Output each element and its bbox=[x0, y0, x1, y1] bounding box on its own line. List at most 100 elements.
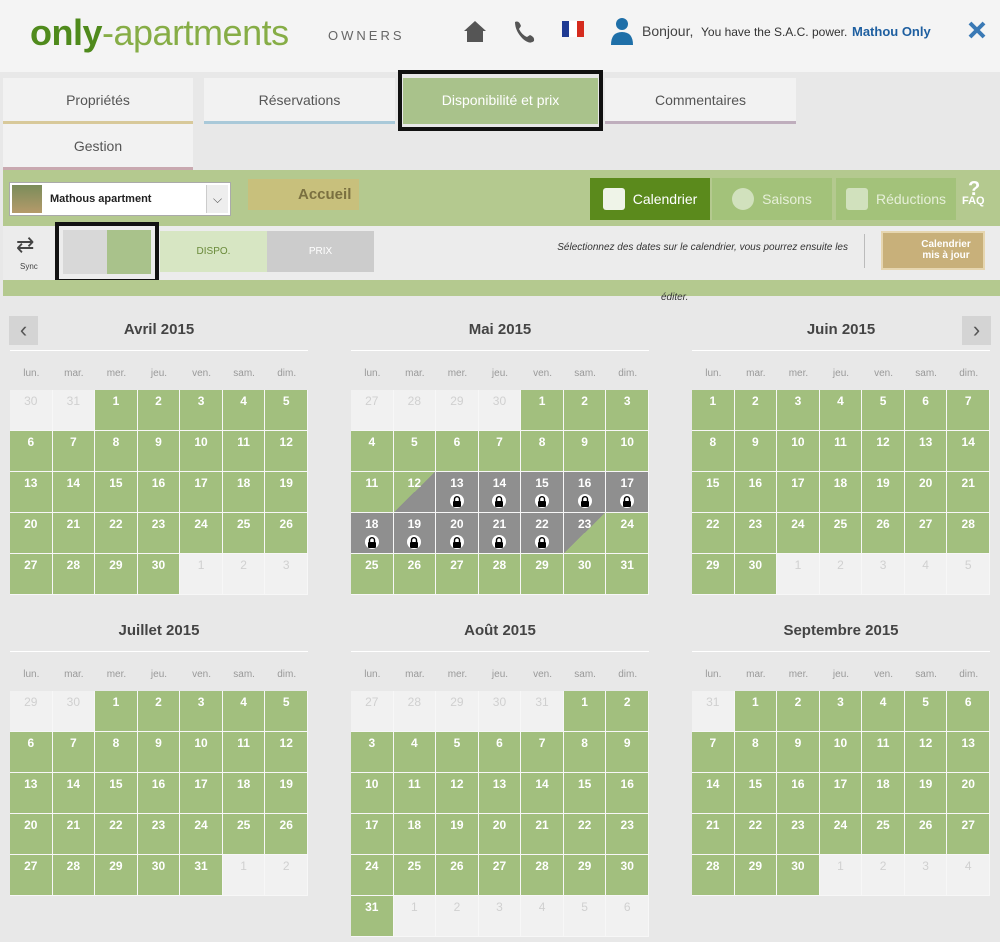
day-cell[interactable]: 16 bbox=[137, 773, 181, 814]
day-cell[interactable]: 1 bbox=[734, 691, 778, 732]
flag-icon[interactable] bbox=[562, 21, 584, 37]
day-cell[interactable]: 19 bbox=[436, 814, 479, 855]
home-button[interactable]: Accueil bbox=[248, 179, 359, 210]
view-list[interactable] bbox=[63, 230, 107, 274]
day-cell[interactable]: 19 bbox=[862, 472, 905, 513]
day-cell[interactable]: 9 bbox=[734, 431, 778, 472]
day-cell[interactable]: 7 bbox=[521, 732, 564, 773]
faq-mark[interactable]: ? bbox=[968, 178, 981, 200]
day-cell[interactable]: 20 bbox=[904, 472, 948, 513]
day-cell[interactable]: 20 bbox=[947, 773, 990, 814]
day-cell[interactable]: 4 bbox=[393, 732, 437, 773]
day-cell[interactable]: 2 bbox=[563, 390, 607, 431]
day-cell[interactable]: 29 bbox=[734, 855, 778, 896]
day-cell[interactable]: 25 bbox=[862, 814, 905, 855]
day-cell[interactable]: 16 bbox=[137, 472, 181, 513]
home-icon[interactable] bbox=[462, 18, 488, 44]
day-cell[interactable]: 6 bbox=[10, 431, 53, 472]
day-cell[interactable]: 11 bbox=[222, 431, 266, 472]
day-cell[interactable]: 31 bbox=[180, 855, 223, 896]
day-cell[interactable]: 6 bbox=[904, 390, 948, 431]
day-cell[interactable]: 9 bbox=[563, 431, 607, 472]
day-cell[interactable]: 9 bbox=[777, 732, 820, 773]
toolbar-button[interactable]: Calendrier bbox=[590, 178, 710, 220]
day-cell[interactable]: 6 bbox=[10, 732, 53, 773]
day-cell[interactable]: 20 bbox=[478, 814, 522, 855]
day-cell[interactable]: 25 bbox=[819, 513, 863, 554]
day-cell[interactable]: 1 bbox=[692, 390, 735, 431]
day-cell[interactable]: 17 bbox=[180, 472, 223, 513]
day-cell[interactable]: 9 bbox=[137, 732, 181, 773]
update-button[interactable]: Calendrier mis à jour bbox=[881, 231, 985, 270]
day-cell[interactable]: 12 bbox=[265, 431, 308, 472]
day-cell[interactable]: 16 bbox=[606, 773, 649, 814]
day-cell[interactable]: 5 bbox=[904, 691, 948, 732]
day-cell[interactable]: 20 bbox=[10, 513, 53, 554]
day-cell[interactable]: 20 bbox=[436, 513, 479, 554]
day-cell[interactable]: 27 bbox=[478, 855, 522, 896]
day-cell[interactable]: 13 bbox=[10, 773, 53, 814]
day-cell[interactable]: 19 bbox=[265, 472, 308, 513]
property-select[interactable]: Mathous apartment ⌵ bbox=[9, 182, 231, 216]
day-cell[interactable]: 27 bbox=[10, 855, 53, 896]
day-cell[interactable]: 3 bbox=[180, 691, 223, 732]
day-cell[interactable]: 7 bbox=[478, 431, 522, 472]
tab[interactable]: Disponibilité et prix bbox=[403, 78, 598, 124]
day-cell[interactable]: 18 bbox=[222, 773, 266, 814]
day-cell[interactable]: 26 bbox=[436, 855, 479, 896]
day-cell[interactable]: 1 bbox=[521, 390, 564, 431]
day-cell[interactable]: 13 bbox=[478, 773, 522, 814]
day-cell[interactable]: 18 bbox=[819, 472, 863, 513]
day-cell[interactable]: 24 bbox=[819, 814, 863, 855]
day-cell[interactable]: 22 bbox=[95, 814, 138, 855]
day-cell[interactable]: 10 bbox=[180, 431, 223, 472]
day-cell[interactable]: 18 bbox=[222, 472, 266, 513]
day-cell[interactable]: 12 bbox=[265, 732, 308, 773]
day-cell[interactable]: 2 bbox=[137, 390, 181, 431]
day-cell[interactable]: 26 bbox=[904, 814, 948, 855]
day-cell[interactable]: 16 bbox=[734, 472, 778, 513]
day-cell[interactable]: 9 bbox=[606, 732, 649, 773]
day-cell[interactable]: 15 bbox=[734, 773, 778, 814]
faq[interactable]: FAQ bbox=[962, 195, 985, 207]
phone-icon[interactable] bbox=[511, 18, 539, 46]
day-cell[interactable]: 25 bbox=[393, 855, 437, 896]
day-cell[interactable]: 11 bbox=[862, 732, 905, 773]
day-cell[interactable]: 30 bbox=[137, 855, 181, 896]
day-cell[interactable]: 28 bbox=[52, 554, 96, 595]
day-cell[interactable]: 5 bbox=[265, 691, 308, 732]
day-cell[interactable]: 8 bbox=[734, 732, 778, 773]
day-cell[interactable]: 10 bbox=[819, 732, 863, 773]
day-cell[interactable]: 29 bbox=[563, 855, 607, 896]
day-cell[interactable]: 29 bbox=[95, 554, 138, 595]
day-cell[interactable]: 25 bbox=[222, 513, 266, 554]
day-cell[interactable]: 3 bbox=[606, 390, 649, 431]
day-cell[interactable]: 24 bbox=[777, 513, 820, 554]
day-cell[interactable]: 3 bbox=[777, 390, 820, 431]
day-cell[interactable]: 14 bbox=[947, 431, 990, 472]
day-cell[interactable]: 22 bbox=[692, 513, 735, 554]
day-cell[interactable]: 27 bbox=[947, 814, 990, 855]
day-cell[interactable]: 26 bbox=[393, 554, 437, 595]
day-cell[interactable]: 29 bbox=[521, 554, 564, 595]
day-cell[interactable]: 15 bbox=[692, 472, 735, 513]
day-cell[interactable]: 21 bbox=[947, 472, 990, 513]
day-cell[interactable]: 6 bbox=[436, 431, 479, 472]
day-cell[interactable]: 6 bbox=[947, 691, 990, 732]
day-cell[interactable]: 17 bbox=[819, 773, 863, 814]
day-cell[interactable]: 28 bbox=[947, 513, 990, 554]
day-cell[interactable]: 8 bbox=[521, 431, 564, 472]
day-cell[interactable]: 14 bbox=[692, 773, 735, 814]
day-cell[interactable]: 24 bbox=[606, 513, 649, 554]
day-cell[interactable]: 5 bbox=[862, 390, 905, 431]
day-cell[interactable]: 23 bbox=[563, 513, 607, 554]
day-cell[interactable]: 5 bbox=[393, 431, 437, 472]
day-cell[interactable]: 21 bbox=[478, 513, 522, 554]
day-cell[interactable]: 14 bbox=[52, 773, 96, 814]
user-name[interactable]: Mathou Only bbox=[852, 24, 931, 39]
day-cell[interactable]: 19 bbox=[904, 773, 948, 814]
day-cell[interactable]: 19 bbox=[393, 513, 437, 554]
day-cell[interactable]: 22 bbox=[734, 814, 778, 855]
day-cell[interactable]: 23 bbox=[734, 513, 778, 554]
day-cell[interactable]: 7 bbox=[692, 732, 735, 773]
